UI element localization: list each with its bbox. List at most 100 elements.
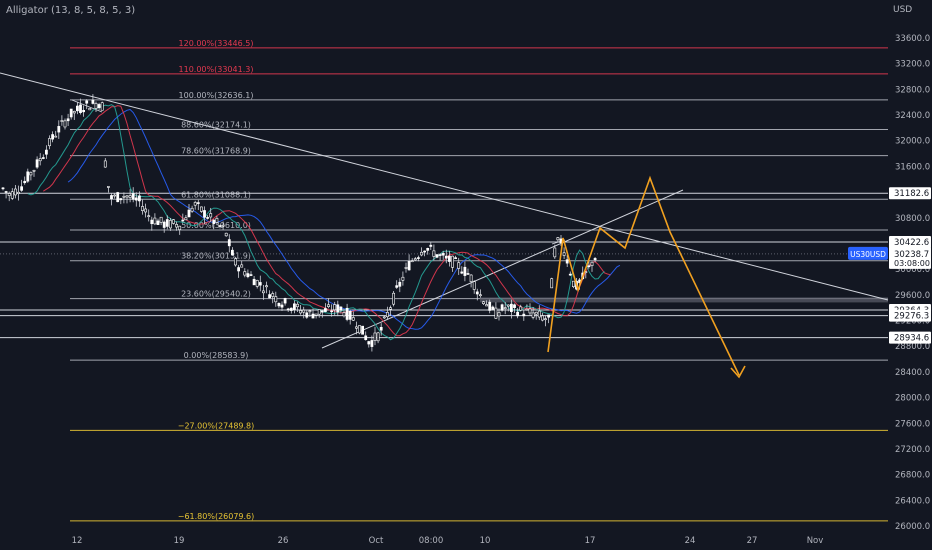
candle [212, 219, 216, 229]
candle-body-down [153, 217, 157, 225]
candle [395, 280, 399, 289]
price-axis-label: 26000.0 [895, 522, 930, 532]
candle [416, 255, 420, 262]
fib-level-label: 120.00%(33446.5) [179, 39, 254, 48]
candle [531, 306, 535, 320]
candle [181, 213, 185, 222]
candle-body-down [420, 251, 423, 256]
candle [162, 220, 166, 233]
candle [184, 214, 188, 221]
candle-body-up [51, 134, 55, 140]
price-axis[interactable]: 33600.0 33200.0 32800.0 32400.0 32000.0 31600… [895, 34, 930, 532]
candle-body-up [181, 219, 185, 222]
candle [308, 309, 312, 317]
candle-body-up [435, 254, 439, 258]
candle [547, 314, 551, 324]
candle-body-down [333, 304, 337, 311]
candle-body-up [463, 266, 467, 276]
candle [503, 301, 507, 315]
candle [1, 187, 5, 191]
candle [519, 304, 523, 312]
candle [398, 278, 402, 293]
candle [299, 304, 303, 315]
candle-body-up [85, 100, 89, 104]
candle [119, 198, 123, 205]
candle [215, 216, 219, 225]
candle [528, 303, 532, 316]
fib-level-label: 100.00%(32636.1) [179, 91, 254, 100]
candle [159, 216, 163, 226]
candle-body-down [385, 312, 389, 318]
candle-body-down [308, 310, 312, 313]
price-axis-label: 28400.0 [895, 368, 930, 378]
candle [4, 190, 8, 199]
candle [302, 306, 306, 319]
candle-body-up [97, 104, 101, 109]
candle [407, 254, 411, 271]
candle [463, 261, 467, 282]
candle-body-down [240, 264, 244, 268]
projection-path [547, 175, 746, 379]
candle-body-down [314, 313, 318, 316]
time-axis-label: 08:00 [419, 536, 444, 546]
candle-body-down [72, 111, 76, 114]
candle-body-up [134, 197, 138, 201]
candle [91, 94, 95, 105]
candle-body-down [302, 309, 306, 313]
candle [317, 309, 321, 318]
candle-body-down [358, 325, 361, 334]
candle [494, 302, 498, 319]
candle-body-down [497, 312, 501, 317]
candle [429, 242, 433, 251]
candle [323, 303, 327, 313]
candle [29, 171, 33, 181]
candle-body-up [429, 244, 433, 247]
candle-body-down [209, 213, 213, 218]
candle [72, 110, 76, 120]
candle [57, 120, 61, 139]
candlesticks [1, 94, 597, 352]
candle-body-down [469, 274, 473, 282]
candle-body-up [187, 209, 191, 218]
candle-body-up [69, 108, 73, 118]
candle-body-down [215, 218, 219, 223]
candle-body-down [103, 160, 107, 168]
price-axis-label: 29600.0 [895, 291, 930, 301]
candle-body-up [41, 157, 45, 159]
candle-body-up [345, 307, 349, 320]
indicator-legend[interactable]: Alligator (13, 8, 5, 8, 5, 3) [6, 5, 136, 16]
candle-body-down [17, 191, 20, 194]
candle-body-down [193, 202, 197, 206]
candle-body-down [255, 280, 259, 287]
candle [41, 154, 45, 160]
candle-body-down [7, 193, 11, 196]
candle [97, 102, 101, 110]
candle-body-down [125, 195, 129, 198]
candle [401, 271, 405, 286]
candle-body-up [4, 191, 8, 193]
candle-body-down [100, 102, 104, 111]
candle [134, 192, 138, 207]
candle [553, 244, 557, 259]
price-tag-label: 28934.6 [894, 334, 929, 344]
price-tag-box [889, 309, 931, 322]
countdown-label: 03:08:00 [894, 259, 930, 268]
candle [94, 101, 98, 112]
candle [544, 315, 547, 327]
candle [565, 254, 569, 268]
candle-body-down [472, 281, 476, 290]
price-tag-box [889, 187, 931, 200]
candle [79, 98, 82, 115]
candle [144, 203, 148, 218]
candle-body-down [327, 304, 330, 307]
price-axis-label: 32800.0 [895, 85, 930, 95]
candle [314, 313, 318, 319]
candle [153, 213, 157, 226]
fib-level-label: 110.00%(33041.3) [179, 65, 254, 74]
candle [311, 308, 315, 319]
candle [354, 321, 358, 335]
candle-body-down [354, 326, 358, 329]
time-axis[interactable]: 12 19 26 Oct 08:00 10 17 24 27 Nov [72, 536, 824, 546]
candle-body-down [342, 312, 346, 317]
